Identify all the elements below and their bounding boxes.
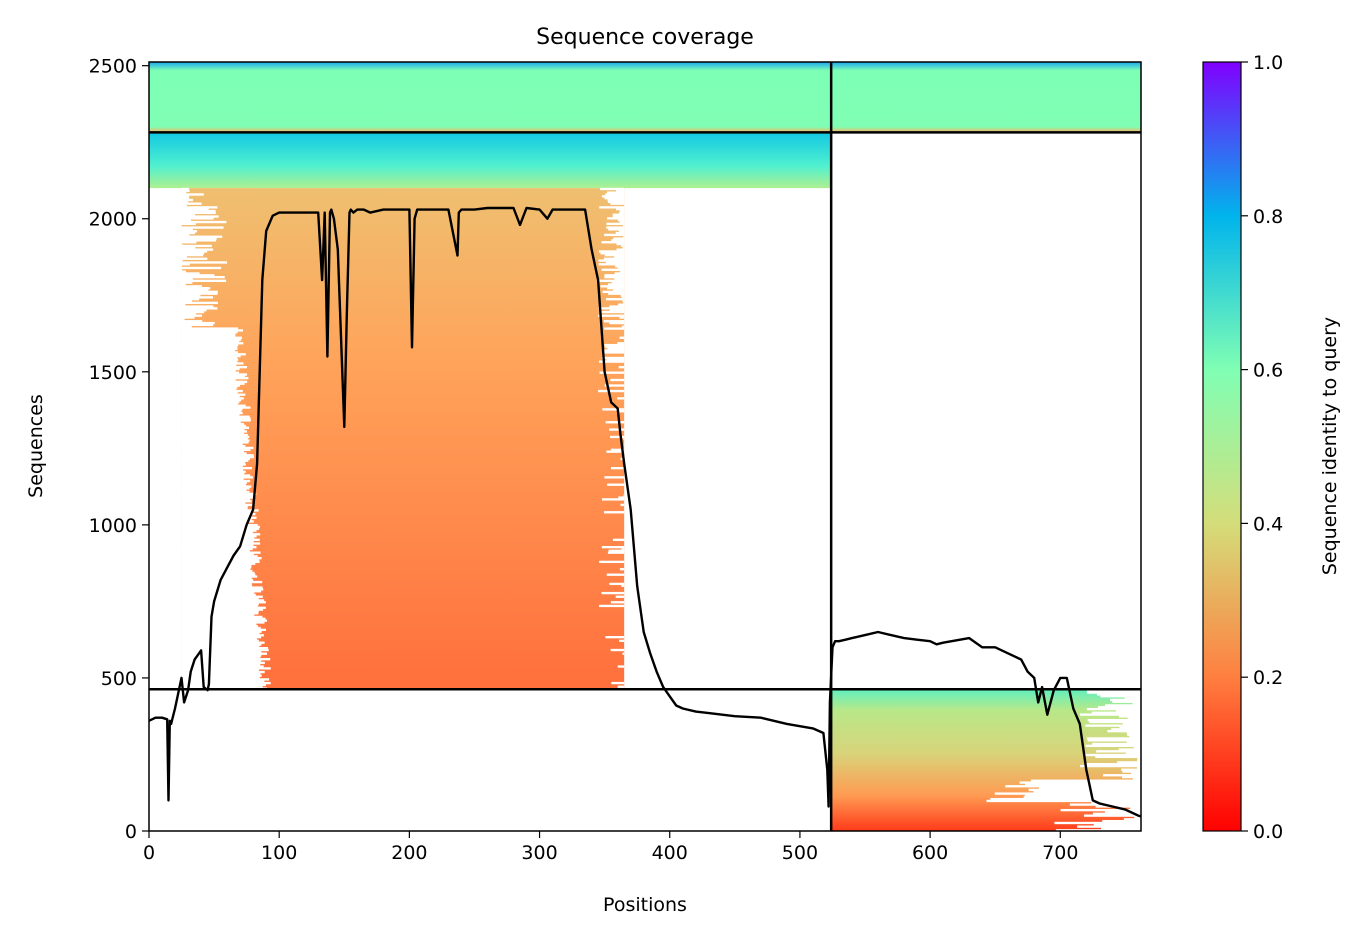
colorbar-tick-label: 0.2 [1253, 667, 1283, 689]
colorbar-tick-label: 0.4 [1253, 513, 1283, 535]
colorbar-tick-label: 1.0 [1253, 52, 1283, 74]
y-tick-label: 2000 [89, 209, 137, 231]
chart-title: Sequence coverage [536, 25, 754, 50]
x-axis-label: Positions [603, 894, 687, 916]
msa-block [149, 132, 831, 188]
x-tick-label: 700 [1042, 842, 1078, 864]
y-tick-label: 2500 [89, 56, 137, 78]
x-tick-label: 100 [261, 842, 297, 864]
y-tick-label: 500 [101, 668, 137, 690]
y-tick-label: 1500 [89, 362, 137, 384]
x-tick-label: 300 [521, 842, 557, 864]
colorbar: 0.0 0.2 0.4 0.6 0.8 1.0 [1203, 52, 1283, 843]
colorbar-label: Sequence identity to query [1319, 317, 1341, 575]
y-axis-label: Sequences [25, 394, 47, 498]
x-tick-label: 0 [143, 842, 155, 864]
x-tick-label: 500 [782, 842, 818, 864]
msa-block [149, 62, 831, 132]
x-tick-label: 400 [652, 842, 688, 864]
x-tick-label: 600 [912, 842, 948, 864]
plot-area [149, 62, 1141, 832]
msa-block [831, 62, 1141, 132]
colorbar-tick-label: 0.6 [1253, 360, 1283, 382]
colorbar-tick-label: 0.0 [1253, 821, 1283, 843]
y-tick-label: 1000 [89, 515, 137, 537]
y-tick-label: 0 [125, 821, 137, 843]
colorbar-tick-label: 0.8 [1253, 206, 1283, 228]
colorbar-gradient [1203, 62, 1241, 831]
x-tick-label: 200 [391, 842, 427, 864]
